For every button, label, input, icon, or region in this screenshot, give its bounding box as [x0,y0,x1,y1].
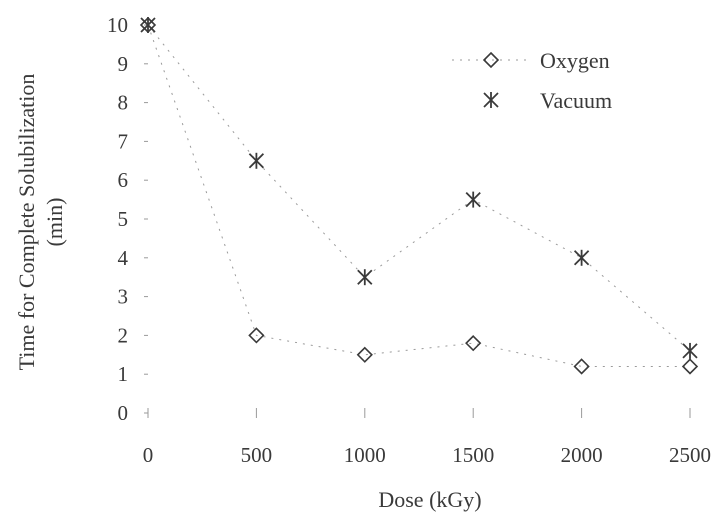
data-point-oxygen [248,327,265,344]
legend-marker-oxygen [482,51,500,69]
data-point-oxygen [465,335,482,352]
y-tick-label: 5 [118,207,129,231]
y-tick-label: 9 [118,52,129,76]
data-point-oxygen [356,346,373,363]
legend-diamond-icon [482,51,500,69]
y-tick-label: 7 [118,129,129,153]
y-tick-label: 2 [118,323,129,347]
legend-label-oxygen: Oxygen [540,48,610,73]
x-axis-title: Dose (kGy) [378,487,481,512]
series-line-oxygen [147,24,690,367]
legend: Oxygen Vacuum [452,48,612,113]
data-point-vacuum [682,342,698,359]
y-axis-title-line-2: (min) [42,198,67,247]
y-tick-label: 6 [118,168,129,192]
y-axis-title: Time for Complete Solubilization (min) [14,74,67,371]
data-point-vacuum [573,249,590,266]
legend-marker-vacuum [483,92,499,108]
x-tick-label: 2500 [669,443,711,467]
data-point-vacuum [248,152,265,169]
y-tick-label: 0 [118,401,129,425]
data-markers [139,16,699,375]
data-point-vacuum [140,17,156,33]
data-point-oxygen [573,358,590,375]
data-point-vacuum [357,269,373,286]
y-tick-label: 1 [118,362,129,386]
y-axis: 0 1 2 3 4 5 6 7 8 9 10 [107,13,148,425]
data-point-oxygen [681,358,699,375]
x-tick-label: 0 [143,443,154,467]
x-tick-label: 1000 [344,443,386,467]
y-tick-label: 8 [118,91,129,115]
y-tick-label: 3 [118,285,129,309]
x-tick-label: 1500 [452,443,494,467]
x-tick-label: 500 [241,443,273,467]
data-point-vacuum [465,191,481,208]
legend-star-icon [483,92,499,108]
x-tick-label: 2000 [561,443,603,467]
x-axis: 0 500 1000 1500 2000 2500 [143,408,711,467]
series-lines [147,24,691,367]
y-tick-label: 10 [107,13,128,37]
y-axis-title-line-1: Time for Complete Solubilization [14,74,39,371]
y-tick-label: 4 [118,246,129,270]
legend-label-vacuum: Vacuum [540,88,612,113]
series-line-vacuum [147,24,691,352]
